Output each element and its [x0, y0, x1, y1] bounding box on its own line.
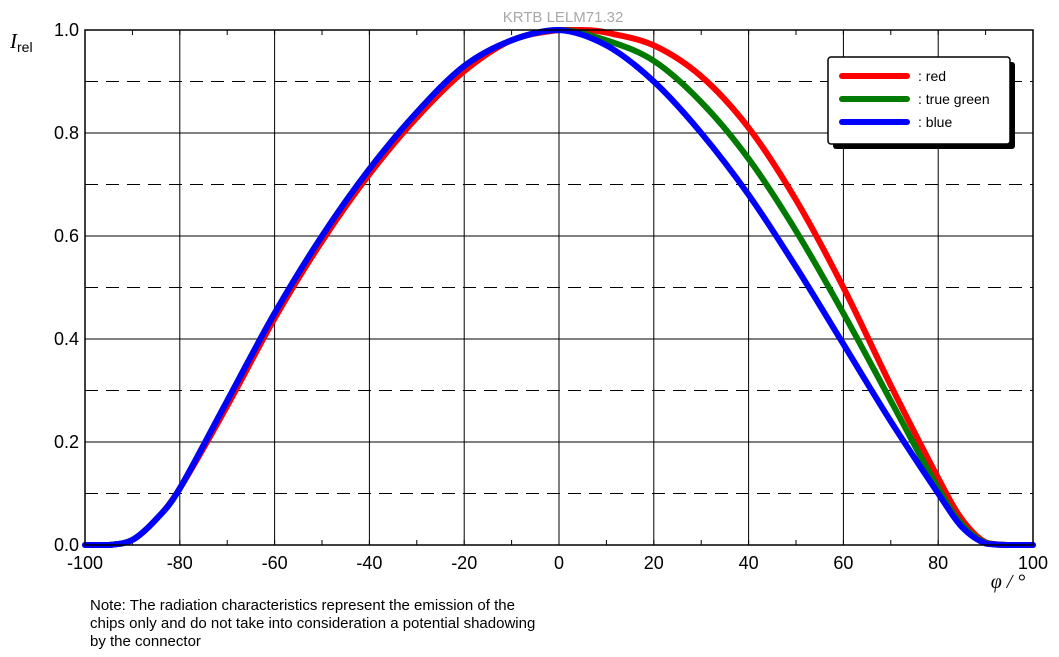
footnote-line: Note: The radiation characteristics repr…	[90, 597, 515, 614]
y-tick-label: 0.8	[54, 123, 79, 143]
x-tick-label: 80	[928, 553, 948, 573]
x-tick-label: 60	[833, 553, 853, 573]
y-axis-label: Irel	[9, 29, 33, 55]
y-tick-label: 0.2	[54, 432, 79, 452]
y-axis-label-sub: rel	[17, 39, 33, 55]
x-tick-label: -80	[167, 553, 193, 573]
x-tick-label: -60	[262, 553, 288, 573]
footnote: Note: The radiation characteristics repr…	[90, 597, 650, 651]
legend-label: : red	[918, 68, 946, 84]
x-tick-label: 20	[644, 553, 664, 573]
legend: : red : true green : blue	[827, 56, 1015, 149]
x-tick-label: 0	[554, 553, 564, 573]
x-tick-label: -100	[67, 553, 103, 573]
plot-frame	[84, 29, 1034, 546]
y-axis-label-main: I	[9, 29, 18, 53]
y-tick-label: 0.4	[54, 329, 79, 349]
x-tick-label: 100	[1018, 553, 1048, 573]
legend-label: : blue	[918, 114, 952, 130]
radiation-chart: -100 -80 -60 -40 -20 0 20 40 60 80 100 0.0 0.2 0.4 0.6…	[9, 9, 1048, 593]
y-tick-label: 0.6	[54, 226, 79, 246]
footnote-line: chips only and do not take into consider…	[90, 615, 536, 632]
x-tick-label: 40	[739, 553, 759, 573]
tick-label-layer: -100 -80 -60 -40 -20 0 20 40 60 80 100 0.0 0.2 0.4 0.6…	[54, 20, 1048, 573]
watermark: KRTB LELM71.32	[503, 9, 624, 26]
y-tick-label: 0.0	[54, 535, 79, 555]
legend-items: : red : true green : blue	[839, 68, 990, 130]
y-tick-label: 1.0	[54, 20, 79, 40]
x-axis-label: φ / °	[991, 571, 1026, 593]
legend-label: : true green	[918, 91, 990, 107]
x-tick-label: -20	[451, 553, 477, 573]
x-tick-label: -40	[356, 553, 382, 573]
footnote-line: by the connector	[90, 633, 201, 650]
